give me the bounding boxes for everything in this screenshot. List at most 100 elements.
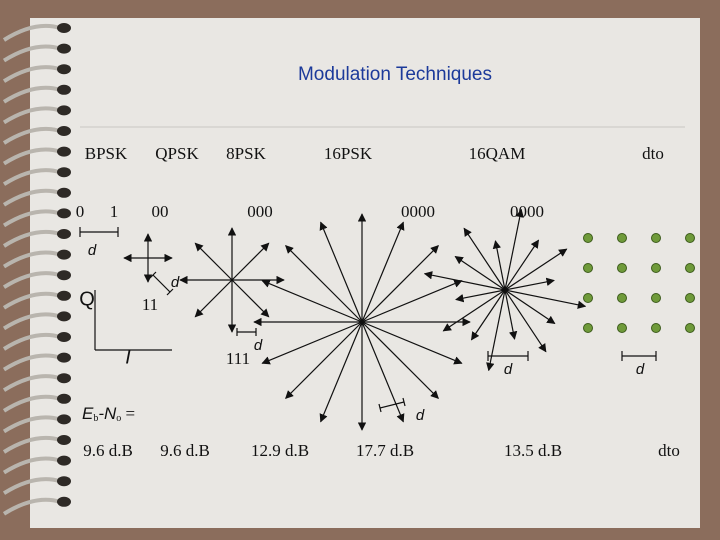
point (617, 233, 627, 243)
arrow (455, 289, 506, 303)
distance-label: d (88, 242, 97, 259)
coil-hole (57, 84, 71, 95)
result: 9.6 d.B (83, 441, 133, 460)
result: dto (658, 441, 680, 460)
coil-hole (57, 43, 71, 54)
arrow (361, 321, 439, 399)
point (583, 293, 593, 303)
coil (2, 477, 61, 495)
point (583, 233, 593, 243)
arrow (285, 321, 363, 399)
coil-hole (57, 290, 71, 301)
point (583, 323, 593, 333)
ebno-e: E (82, 404, 94, 423)
arrow (504, 289, 518, 340)
coil (2, 65, 61, 83)
coil-hole (57, 270, 71, 281)
point (685, 323, 695, 333)
coil-hole (57, 435, 71, 445)
arrow (504, 289, 556, 325)
arrow (285, 245, 363, 323)
binding (2, 23, 71, 516)
point (617, 293, 627, 303)
coil (2, 312, 61, 331)
bit-label: 0000 (510, 202, 544, 221)
line (166, 288, 174, 296)
arrow (231, 279, 270, 318)
coil (2, 250, 61, 269)
coil (2, 229, 61, 248)
coil (2, 106, 61, 125)
arrow (361, 321, 463, 365)
coil-hole (57, 23, 71, 33)
distance-label: d (504, 361, 513, 378)
result: 9.6 d.B (160, 441, 210, 460)
coil-hole (57, 332, 71, 342)
coil-hole (57, 126, 71, 136)
coil (2, 168, 61, 186)
point (651, 323, 661, 333)
coil (2, 291, 61, 310)
arrow (463, 227, 506, 291)
coil (2, 188, 61, 207)
arrow (504, 289, 587, 309)
axis-q: Q (79, 288, 95, 310)
coil-hole (57, 64, 71, 75)
coil-hole (57, 187, 71, 198)
point (583, 263, 593, 273)
arrow (492, 240, 506, 291)
coil (2, 394, 61, 413)
line (149, 271, 157, 279)
bit-label: 0000 (401, 202, 435, 221)
paper (30, 18, 700, 528)
coil-hole (57, 105, 71, 116)
arrow (486, 289, 506, 372)
point (685, 263, 695, 273)
arrow (361, 279, 463, 323)
arrow (423, 271, 506, 291)
coil-hole (57, 352, 71, 363)
column-header: 16QAM (469, 144, 526, 163)
point (685, 233, 695, 243)
coil (2, 147, 61, 166)
distance-label: d (254, 337, 263, 354)
coil-hole (57, 393, 71, 404)
arrow (194, 279, 233, 318)
arrow (361, 221, 405, 323)
coil-hole (57, 167, 71, 178)
arrow (454, 255, 506, 291)
coil-hole (57, 249, 71, 260)
line (402, 397, 406, 407)
ebno-eq: = (121, 404, 135, 423)
point (617, 263, 627, 273)
arrow (361, 245, 439, 323)
coil-hole (57, 146, 71, 157)
line (378, 403, 382, 413)
bit-label: 11 (142, 295, 158, 314)
coil (2, 415, 61, 434)
distance-label: d (416, 407, 425, 424)
arrow (194, 242, 233, 281)
bit-label: 00 (152, 202, 169, 221)
title: Modulation Techniques (298, 64, 492, 85)
column-header: QPSK (155, 144, 199, 163)
point (651, 293, 661, 303)
coil (2, 85, 61, 104)
column-header: dto (642, 144, 664, 163)
coil (2, 23, 61, 42)
bit-label: 000 (247, 202, 273, 221)
coil (2, 332, 61, 351)
result: 17.7 d.B (356, 441, 414, 460)
bit-label: 1 (110, 202, 119, 221)
result: 12.9 d.B (251, 441, 309, 460)
arrow (231, 242, 270, 281)
coil-hole (57, 496, 71, 507)
arrow (470, 289, 506, 341)
arrow (442, 289, 506, 332)
axis-i: I (125, 346, 131, 368)
coil-hole (57, 414, 71, 425)
bit-label: 0 (76, 202, 85, 221)
arrow (504, 208, 524, 291)
point (617, 323, 627, 333)
